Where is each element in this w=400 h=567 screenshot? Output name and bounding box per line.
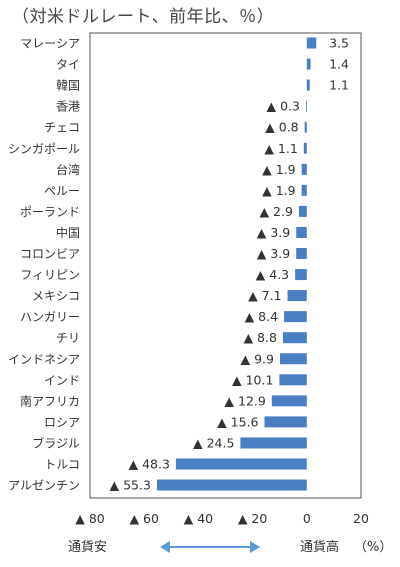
category-label: 中国: [56, 225, 80, 240]
value-label: ▲ 8.8: [243, 330, 277, 345]
value-label: ▲ 1.1: [264, 141, 297, 156]
category-label: 香港: [56, 100, 80, 114]
value-label: ▲ 8.4: [245, 309, 279, 324]
arrow-right-icon: [250, 541, 260, 553]
labels-layer: マレーシア 3.5 タイ 1.4 韓国 1.1 香港 ▲ 0.3 チェコ ▲ 0.8 シンガポール ▲…: [8, 36, 349, 493]
category-label: 台湾: [56, 162, 80, 177]
bar-19: [240, 437, 307, 449]
value-label: ▲ 1.9: [262, 162, 296, 177]
currency-weak-label: 通貨安: [68, 539, 107, 555]
value-label: 1.1: [329, 78, 349, 93]
category-label: マレーシア: [20, 37, 80, 51]
value-label: ▲ 3.9: [257, 225, 291, 240]
value-label: ▲ 0.3: [267, 99, 300, 114]
bar-15: [279, 353, 307, 365]
plot-frame: [89, 32, 362, 499]
bottom-legend: 通貨安 通貨高 （%）: [68, 539, 392, 555]
value-label: 1.4: [329, 57, 349, 72]
value-label: ▲ 7.1: [248, 288, 281, 303]
value-label: ▲ 12.9: [224, 393, 265, 408]
bar-14: [282, 332, 307, 344]
bar-10: [296, 248, 307, 259]
x-tick-label: ▲ 60: [129, 511, 159, 526]
value-label: ▲ 10.1: [232, 372, 273, 387]
bar-7: [301, 184, 307, 196]
category-label: 韓国: [56, 79, 80, 93]
bar-1: [306, 58, 311, 70]
value-label: ▲ 3.9: [257, 246, 291, 261]
value-label: ▲ 55.3: [110, 478, 151, 493]
category-label: チェコ: [44, 121, 80, 135]
bar-6: [301, 163, 307, 175]
category-label: インドネシア: [8, 352, 80, 366]
bar-4: [304, 121, 307, 133]
bar-8: [298, 205, 307, 217]
x-tick-label: 0: [303, 511, 311, 526]
category-label: タイ: [56, 58, 80, 72]
category-label: ハンガリー: [20, 310, 80, 324]
bar-5: [303, 142, 307, 154]
value-label: ▲ 48.3: [128, 457, 169, 472]
bar-16: [279, 374, 307, 386]
category-label: ロシア: [44, 415, 80, 429]
value-label: 3.5: [329, 36, 349, 51]
bar-20: [175, 458, 307, 470]
unit-label: （%）: [354, 540, 392, 555]
bar-2: [306, 79, 310, 91]
bar-12: [287, 290, 307, 302]
value-label: ▲ 9.9: [241, 351, 275, 366]
category-label: チリ: [56, 331, 80, 345]
x-tick-label: ▲ 40: [184, 511, 214, 526]
bar-18: [264, 416, 307, 428]
category-label: ペルー: [44, 184, 80, 198]
value-label: ▲ 24.5: [193, 435, 234, 450]
bar-21: [156, 479, 307, 491]
category-label: コロンビア: [20, 247, 80, 261]
category-label: トルコ: [44, 458, 80, 472]
bar-17: [271, 395, 307, 407]
bar-11: [295, 269, 307, 281]
bar-3: [305, 100, 307, 112]
category-label: ポーランド: [20, 205, 80, 219]
category-label: インド: [44, 373, 80, 387]
category-label: フィリピン: [20, 268, 80, 282]
category-label: アルゼンチン: [8, 479, 80, 493]
x-tick-label: ▲ 20: [238, 511, 268, 526]
value-label: ▲ 1.9: [262, 183, 296, 198]
bar-9: [296, 226, 307, 238]
value-label: ▲ 2.9: [259, 204, 293, 219]
category-label: ブラジル: [32, 435, 80, 450]
bar-0: [306, 37, 317, 49]
category-label: 南アフリカ: [20, 393, 80, 408]
value-label: ▲ 4.3: [256, 267, 289, 282]
currency-strong-label: 通貨高: [300, 539, 339, 555]
x-axis-ticks: ▲ 80 ▲ 60 ▲ 40 ▲ 20 0 20: [75, 511, 369, 526]
value-label: ▲ 0.8: [265, 120, 299, 135]
bar-13: [284, 311, 307, 323]
x-tick-label: 20: [353, 511, 369, 526]
value-label: ▲ 15.6: [217, 414, 258, 429]
arrow-left-icon: [160, 541, 170, 553]
x-tick-label: ▲ 80: [75, 511, 105, 526]
category-label: メキシコ: [32, 289, 80, 303]
category-label: シンガポール: [8, 142, 80, 156]
units-note: （対米ドルレート、前年比、％）: [12, 7, 275, 27]
bars-layer: [156, 37, 317, 491]
